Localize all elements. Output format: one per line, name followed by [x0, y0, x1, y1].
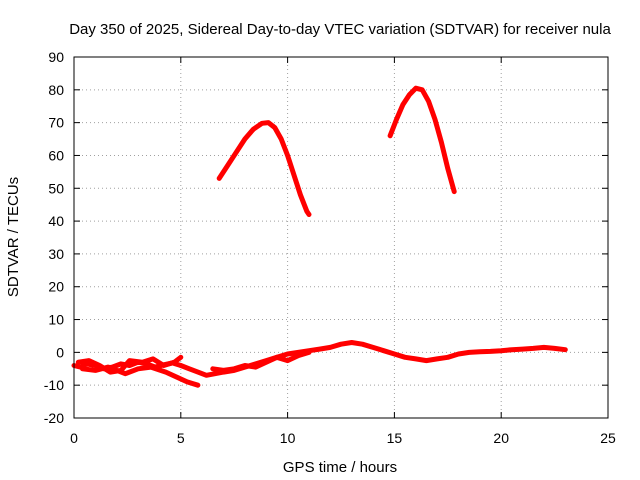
y-tick-label: 50	[48, 180, 64, 196]
y-tick-label: 10	[48, 312, 64, 328]
y-tick-label: 40	[48, 213, 64, 229]
y-tick-label: 80	[48, 82, 64, 98]
y-tick-label: 90	[48, 49, 64, 65]
series-line-arc-1	[216, 120, 312, 217]
grid-lines	[74, 57, 608, 418]
series-line-near-zero-c	[80, 364, 201, 388]
y-tick-label: 0	[56, 344, 64, 360]
series-line-near-zero-b	[75, 354, 184, 375]
x-tick-label: 25	[600, 430, 616, 446]
series-line-arc-2	[387, 85, 457, 195]
x-tick-label: 5	[177, 430, 185, 446]
series-line-near-zero-e	[210, 349, 312, 373]
x-tick-label: 10	[280, 430, 296, 446]
y-tick-label: 60	[48, 147, 64, 163]
y-tick-label: -10	[44, 377, 64, 393]
data-series	[71, 85, 568, 388]
x-tick-label: 15	[387, 430, 403, 446]
y-axis-label: SDTVAR / TECUs	[5, 177, 22, 297]
x-tick-label: 20	[493, 430, 509, 446]
x-axis-label: GPS time / hours	[283, 459, 397, 476]
plot-frame	[73, 56, 609, 419]
y-tick-label: -20	[44, 410, 64, 426]
chart-title: Day 350 of 2025, Sidereal Day-to-day VTE…	[69, 21, 611, 38]
y-tick-label: 30	[48, 246, 64, 262]
y-tick-label: 70	[48, 115, 64, 131]
y-tick-label: 20	[48, 279, 64, 295]
x-tick-label: 0	[70, 430, 78, 446]
axis-ticks: 0 5 10 15 20 25 -20 -10 0 10 20 30 40 50 60 70 80 90	[44, 49, 616, 446]
